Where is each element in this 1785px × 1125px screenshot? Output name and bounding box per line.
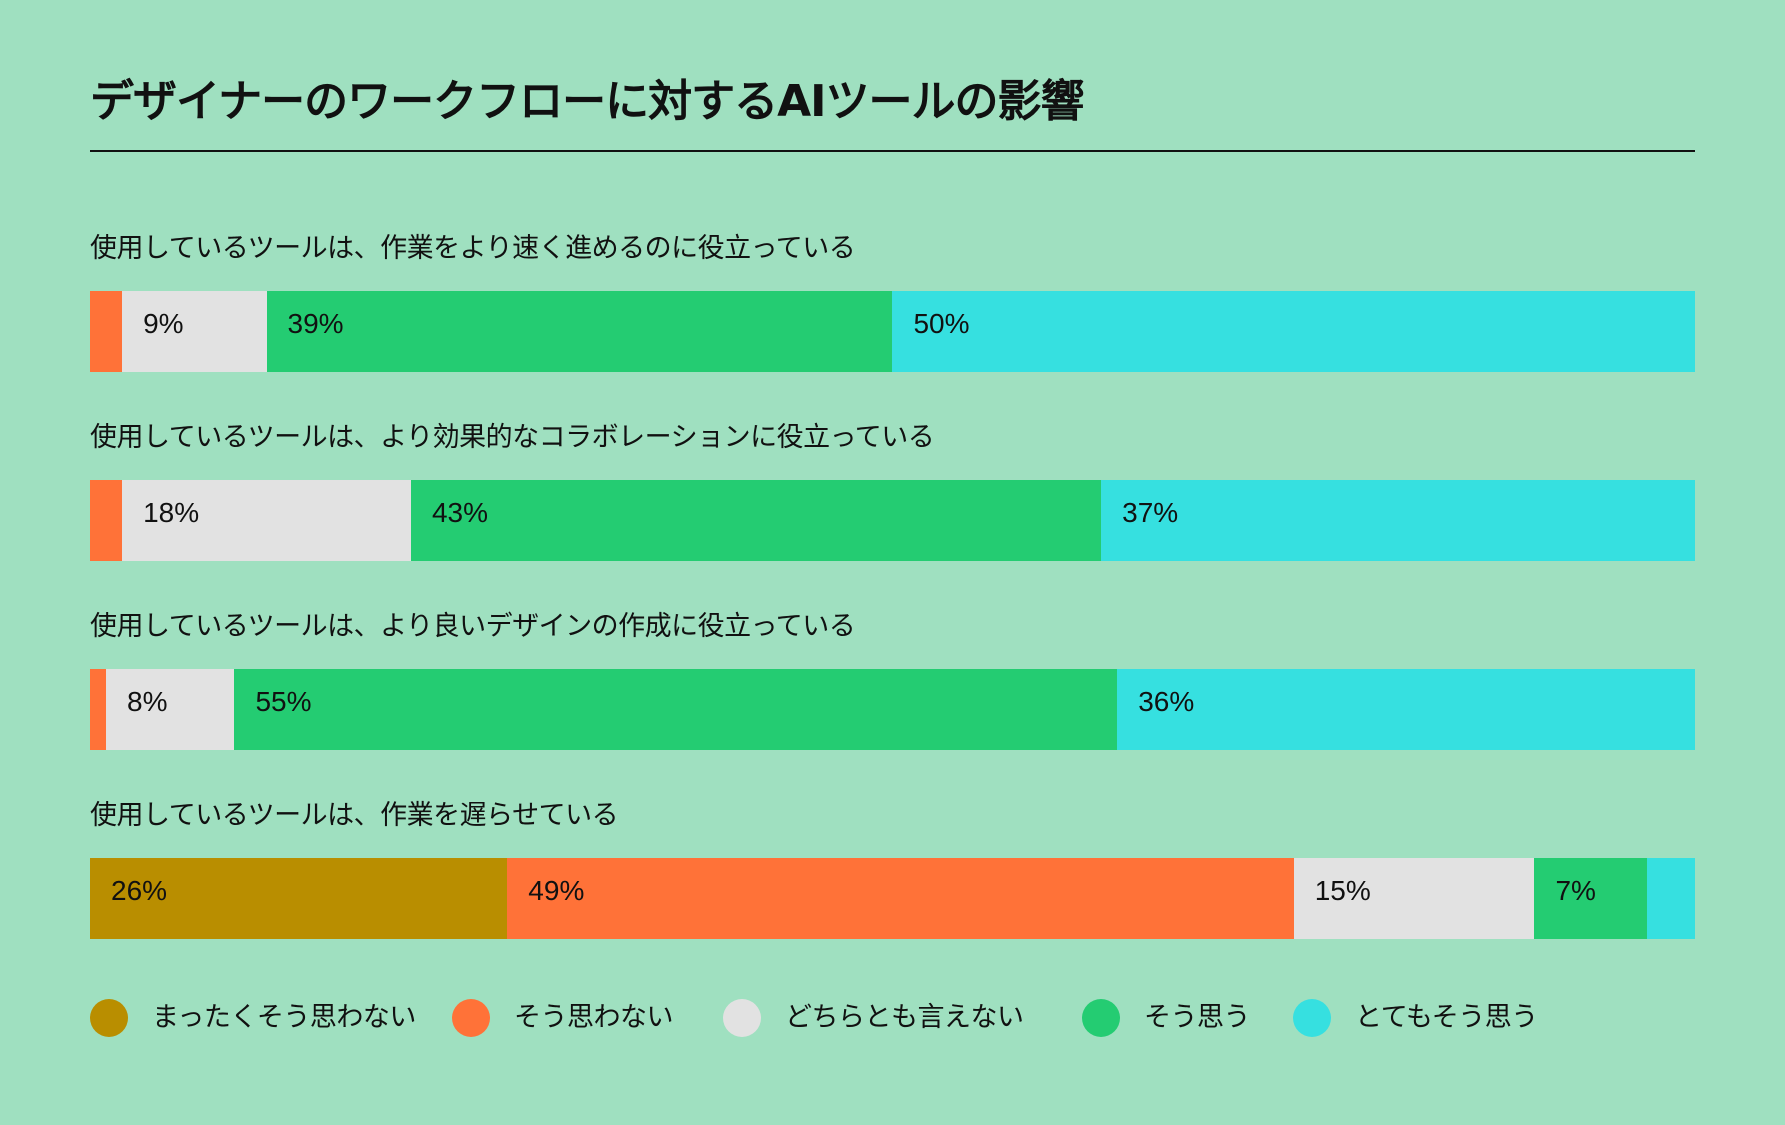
segment-disagree xyxy=(90,480,123,561)
segment-value: 8% xyxy=(127,686,168,717)
segment-agree: 55% xyxy=(234,669,1118,750)
legend-item-strongly-agree: とてもそう思う xyxy=(1293,999,1538,1037)
legend-label: そう思う xyxy=(1144,1002,1251,1033)
segment-strongly-agree: 36% xyxy=(1117,669,1695,750)
stacked-bar: 9% 39% 50% xyxy=(90,291,1695,372)
legend: まったくそう思わない そう思わない どちらとも言えない そう思う とてもそう思う xyxy=(90,999,1538,1037)
segment-value: 43% xyxy=(431,497,489,528)
segment-value: 9% xyxy=(143,308,184,339)
question-group-1: 使用しているツールは、作業をより速く進めるのに役立っている 9% 39% 50% xyxy=(90,231,1695,372)
segment-disagree xyxy=(90,291,123,372)
legend-item-strongly-disagree: まったくそう思わない xyxy=(90,999,452,1037)
segment-value: 49% xyxy=(528,875,585,906)
question-label: 使用しているツールは、より効果的なコラボレーションに役立っている xyxy=(90,422,935,453)
legend-label: どちらとも言えない xyxy=(785,1002,1024,1033)
legend-label: まったくそう思わない xyxy=(152,1002,416,1033)
question-group-4: 使用しているツールは、作業を遅らせている 26% 49% 15% 7% xyxy=(90,798,1695,939)
legend-label: とてもそう思う xyxy=(1355,1002,1538,1033)
legend-dot-icon xyxy=(452,999,490,1037)
segment-value: 39% xyxy=(287,308,344,339)
segment-strongly-agree: 50% xyxy=(892,291,1695,372)
segment-strongly-agree xyxy=(1646,858,1695,939)
question-group-3: 使用しているツールは、より良いデザインの作成に役立っている 8% 55% 36% xyxy=(90,609,1695,750)
segment-disagree: 49% xyxy=(507,858,1294,939)
legend-item-neutral: どちらとも言えない xyxy=(723,999,1082,1037)
segment-value: 50% xyxy=(913,308,970,339)
segment-disagree xyxy=(90,669,107,750)
segment-neutral: 8% xyxy=(106,669,235,750)
question-label: 使用しているツールは、より良いデザインの作成に役立っている xyxy=(90,611,856,642)
question-label: 使用しているツールは、作業を遅らせている xyxy=(90,800,619,831)
legend-item-disagree: そう思わない xyxy=(452,999,723,1037)
title-divider xyxy=(90,150,1695,152)
legend-item-agree: そう思う xyxy=(1082,999,1293,1037)
segment-neutral: 9% xyxy=(122,291,267,372)
chart-title: デザイナーのワークフローに対するAIツールの影響 xyxy=(90,76,1085,127)
segment-neutral: 18% xyxy=(122,480,411,561)
segment-agree: 43% xyxy=(410,480,1102,561)
stacked-bar: 26% 49% 15% 7% xyxy=(90,858,1695,939)
question-group-2: 使用しているツールは、より効果的なコラボレーションに役立っている 18% 43%… xyxy=(90,420,1695,561)
stacked-bar: 8% 55% 36% xyxy=(90,669,1695,750)
segment-value: 37% xyxy=(1122,497,1179,528)
legend-dot-icon xyxy=(90,999,128,1037)
segment-value: 18% xyxy=(143,497,200,528)
segment-agree: 7% xyxy=(1534,858,1647,939)
segment-neutral: 15% xyxy=(1293,858,1535,939)
legend-label: そう思わない xyxy=(514,1002,674,1033)
legend-dot-icon xyxy=(1082,999,1120,1037)
segment-value: 15% xyxy=(1314,875,1371,906)
legend-dot-icon xyxy=(723,999,761,1037)
segment-value: 26% xyxy=(111,875,168,906)
segment-value: 36% xyxy=(1138,686,1195,717)
stacked-bar: 18% 43% 37% xyxy=(90,480,1695,561)
question-label: 使用しているツールは、作業をより速く進めるのに役立っている xyxy=(90,233,856,264)
segment-strongly-disagree: 26% xyxy=(90,858,508,939)
legend-dot-icon xyxy=(1293,999,1331,1037)
segment-value: 55% xyxy=(255,686,312,717)
segment-agree: 39% xyxy=(266,291,893,372)
segment-value: 7% xyxy=(1555,875,1596,906)
segment-strongly-agree: 37% xyxy=(1101,480,1695,561)
